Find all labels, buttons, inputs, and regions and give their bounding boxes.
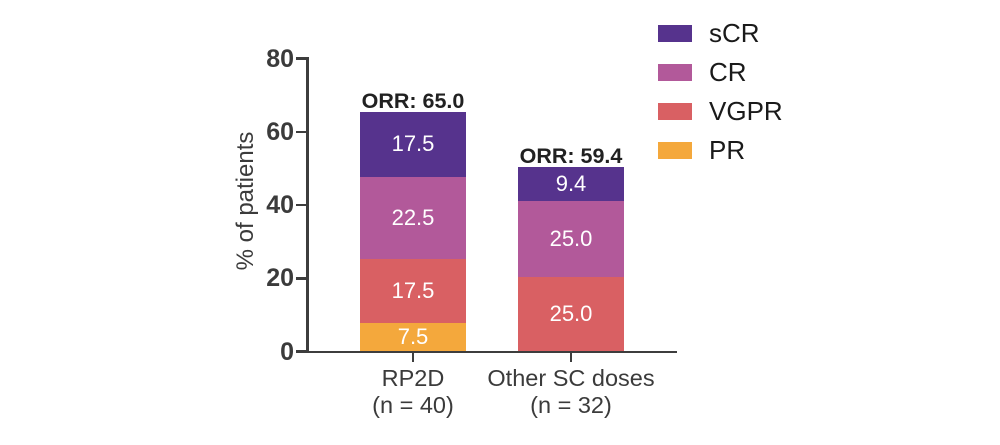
y-tick [296,203,306,207]
bar-segment-sCR: 17.5 [360,112,466,177]
x-tick [411,353,415,362]
orr-annotation: ORR: 65.0 [361,89,465,114]
legend-label-CR: CR [709,57,747,87]
y-tick-label: 0 [280,337,294,366]
legend-swatch-PR [658,141,692,159]
legend-label-PR: PR [709,135,746,165]
bar-segment-PR: 7.5 [360,323,466,351]
orr-annotation: ORR: 59.4 [519,144,623,169]
y-axis-line [306,57,309,353]
x-tick [569,353,573,362]
segment-value-label: 7.5 [397,323,429,349]
y-tick [296,130,306,133]
legend-swatch-sCR [658,24,692,42]
bar-segment-CR: 22.5 [360,176,466,259]
y-tick [296,277,306,280]
segment-value-label: 25.0 [549,226,593,252]
legend-label-VGPR: VGPR [709,96,783,126]
segment-value-label: 9.4 [555,171,587,197]
y-tick-label: 80 [266,44,294,73]
bar-segment-CR: 25.0 [518,201,624,278]
legend-label-sCR: sCR [709,18,760,48]
bar-segment-VGPR: 17.5 [360,258,466,324]
y-tick-label: 60 [266,117,294,146]
y-tick [296,57,306,60]
bar-segment-sCR: 9.4 [518,167,624,202]
y-tick-label: 20 [266,264,294,293]
y-tick-label: 40 [266,191,294,219]
segment-value-label: 22.5 [391,204,435,230]
y-tick [296,350,306,353]
bar-segment-VGPR: 25.0 [518,277,624,351]
segment-value-label: 17.5 [391,277,435,303]
x-axis-line [306,350,677,353]
category-sublabel: (n = 32) [530,392,612,418]
category-label: Other SC doses [487,365,655,391]
category-sublabel: (n = 40) [372,392,454,418]
category-label: RP2D [381,365,445,391]
segment-value-label: 17.5 [391,131,435,157]
segment-value-label: 25.0 [549,300,593,326]
legend-swatch-CR [658,63,692,81]
legend-swatch-VGPR [658,102,692,120]
